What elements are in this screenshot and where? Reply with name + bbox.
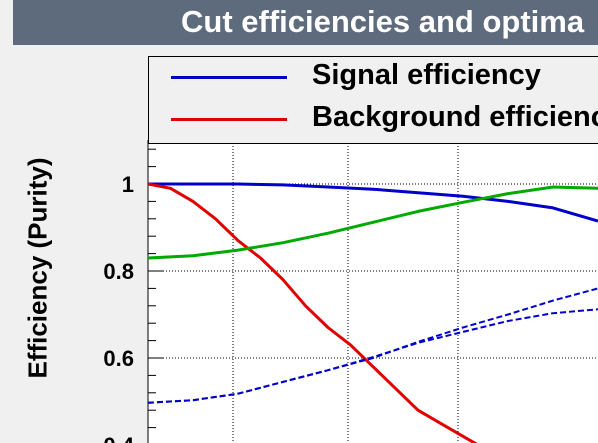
legend-label-background: Background efficiency [312,101,598,134]
legend-line-background [171,118,287,121]
legend-entry-background: Background efficiency [149,99,598,139]
y-axis-label: Efficiency (Purity) [23,157,54,378]
y-tick-label: 0.8 [103,259,134,284]
legend-label-signal: Signal efficiency [312,59,541,92]
legend-entry-signal: Signal efficiency [149,57,598,97]
y-tick-label: 0.6 [103,346,134,371]
legend: Signal efficiency Background efficiency [148,56,598,144]
y-tick-label: 1 [122,172,134,197]
legend-line-signal [171,76,287,79]
y-tick-label: 0.4 [103,433,134,443]
